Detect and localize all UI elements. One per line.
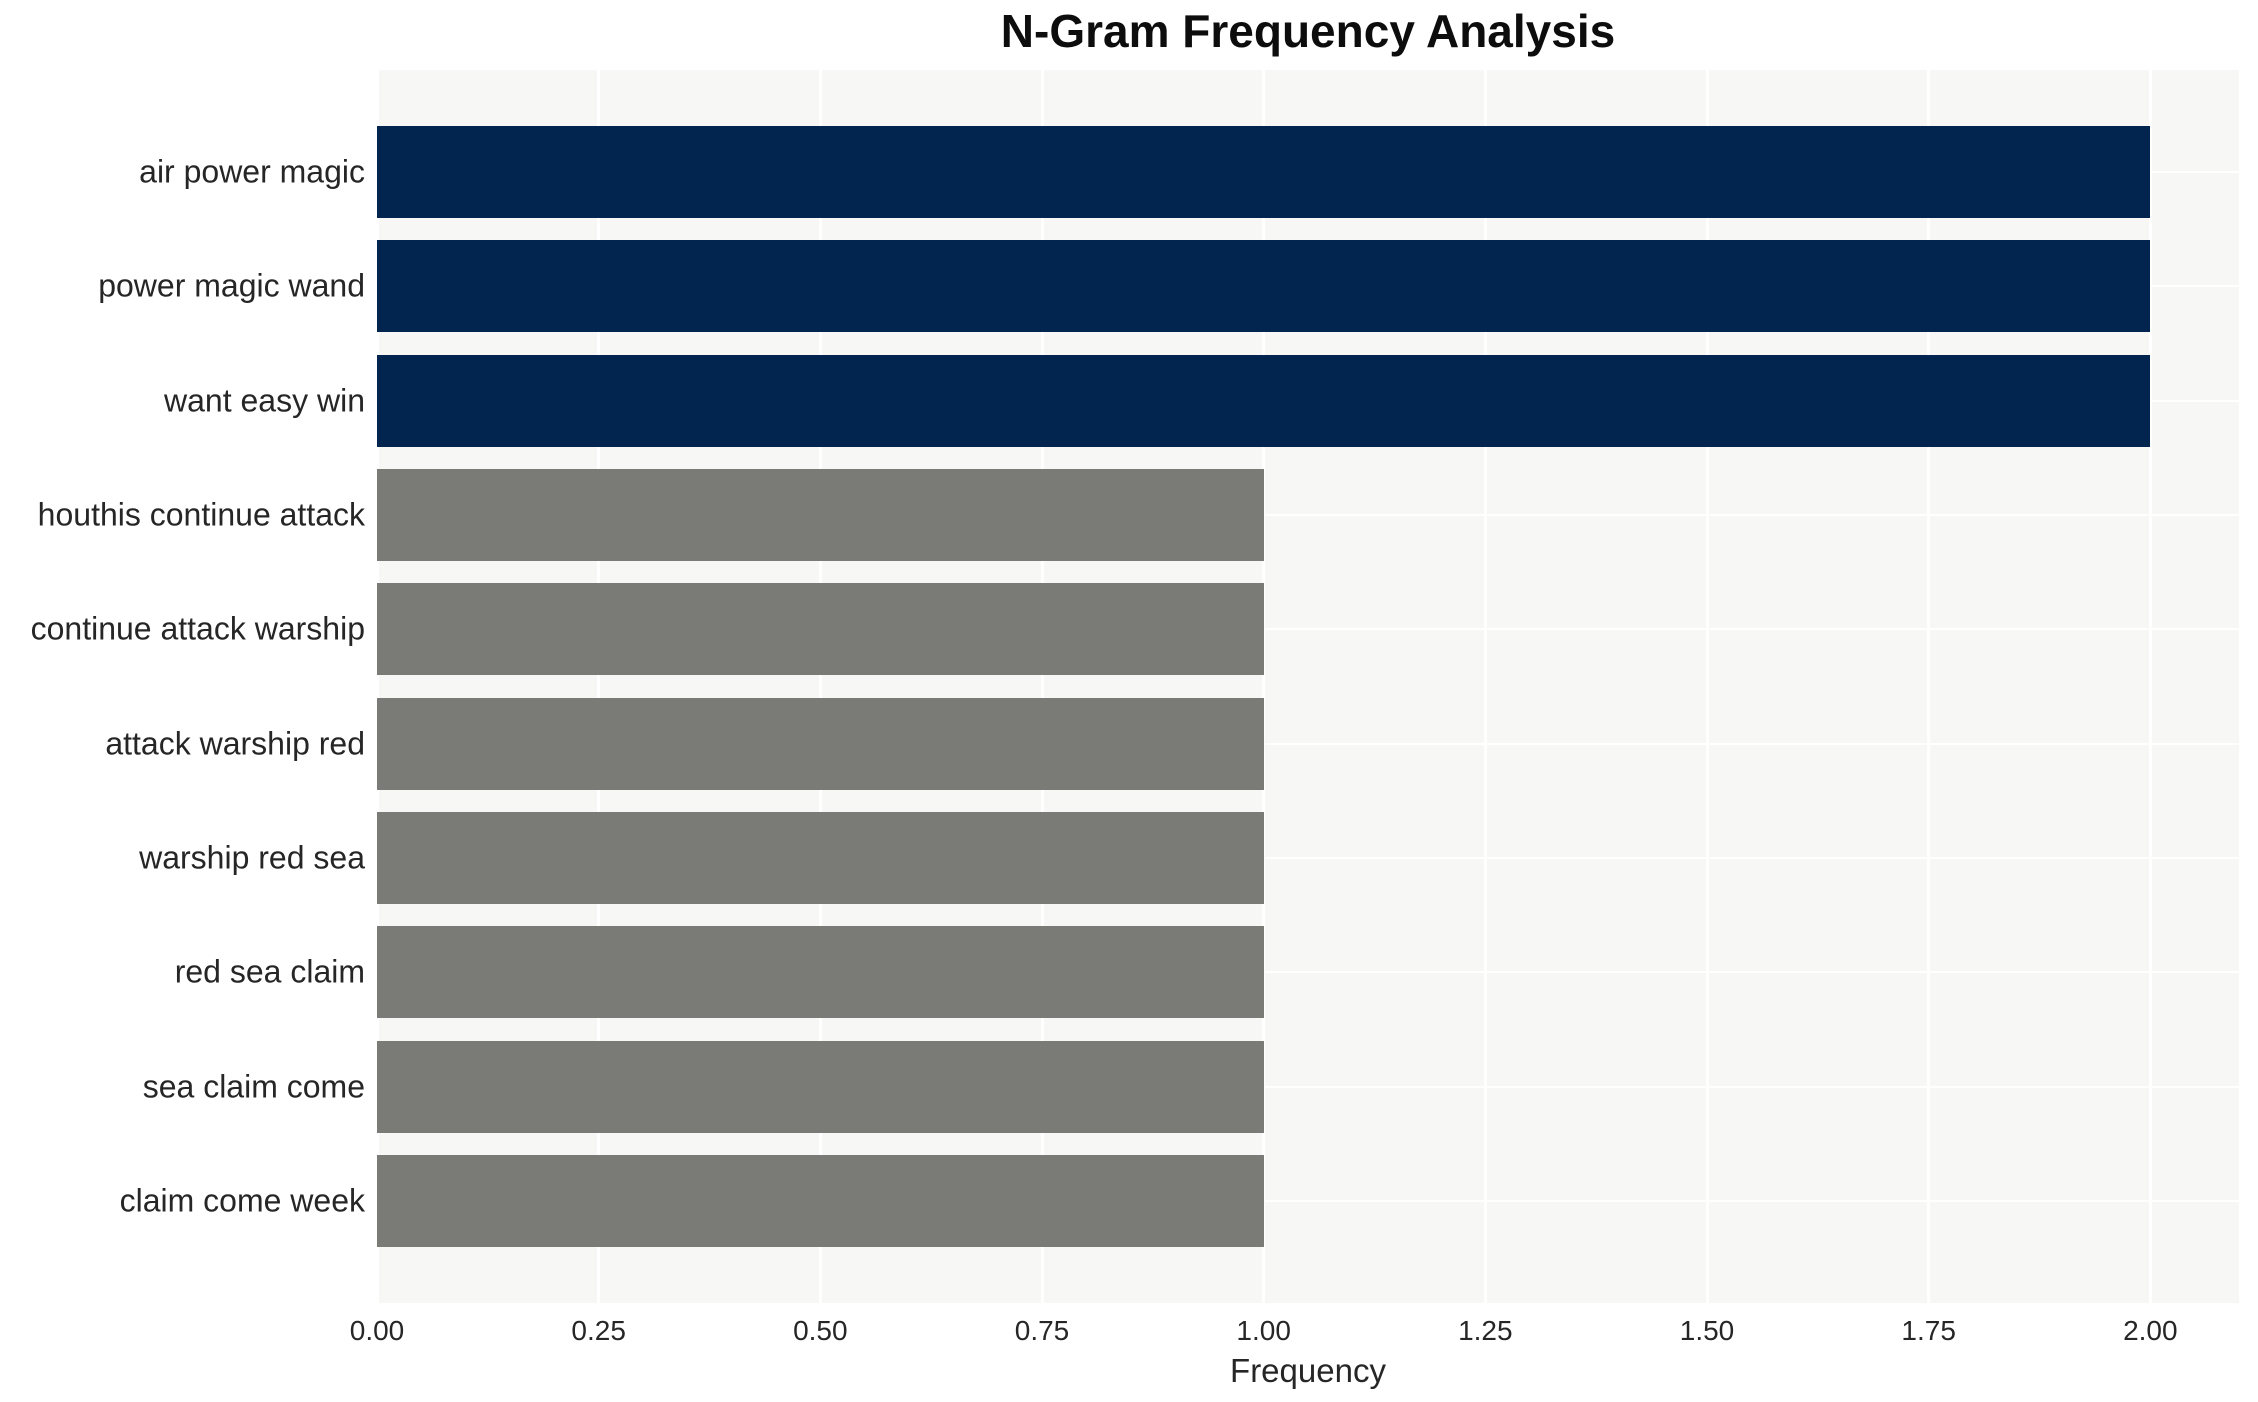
horizontal-gridline: [377, 1085, 2239, 1088]
vertical-gridline: [1927, 70, 1931, 1303]
bar: [377, 1155, 1264, 1248]
y-tick-label: houthis continue attack: [37, 496, 365, 533]
y-tick-label: sea claim come: [142, 1068, 365, 1105]
x-tick-label: 1.50: [1679, 1315, 1735, 1346]
vertical-gridline: [2148, 70, 2152, 1303]
bar: [377, 1040, 1264, 1133]
x-tick-label: 1.25: [1458, 1315, 1513, 1346]
y-tick-label: air power magic: [139, 153, 365, 190]
vertical-gridline: [1262, 70, 1266, 1303]
x-tick-label: 2.00: [2123, 1315, 2178, 1346]
vertical-gridline: [1705, 70, 1709, 1303]
horizontal-gridline: [377, 1200, 2239, 1203]
horizontal-gridline: [377, 857, 2239, 860]
x-tick-label: 1.75: [1901, 1315, 1956, 1346]
y-tick-label: want easy win: [164, 382, 365, 419]
x-tick-label: 0.50: [793, 1315, 848, 1346]
y-tick-label: warship red sea: [139, 839, 365, 876]
y-tick-label: power magic wand: [98, 267, 365, 304]
bar: [377, 125, 2151, 218]
vertical-gridline: [375, 70, 379, 1303]
x-axis-label: Frequency: [1230, 1352, 1386, 1389]
vertical-gridline: [818, 70, 822, 1303]
bar: [377, 583, 1264, 676]
horizontal-gridline: [377, 628, 2239, 631]
vertical-gridline: [597, 70, 601, 1303]
vertical-gridline: [1040, 70, 1044, 1303]
horizontal-gridline: [377, 742, 2239, 745]
horizontal-gridline: [377, 513, 2239, 516]
y-tick-label: attack warship red: [105, 725, 365, 762]
horizontal-gridline: [377, 971, 2239, 974]
bar: [377, 812, 1264, 905]
x-tick-label: 0.75: [1014, 1315, 1070, 1346]
bar: [377, 697, 1264, 790]
plot-area: [375, 70, 2239, 1303]
x-tick-label: 1.00: [1236, 1315, 1291, 1346]
y-tick-label: red sea claim: [174, 953, 365, 990]
bar: [377, 468, 1264, 561]
chart-title: N-Gram Frequency Analysis: [1000, 5, 1616, 57]
bar: [377, 354, 2151, 447]
x-tick-label: 0.00: [349, 1315, 405, 1346]
y-tick-label: continue attack warship: [30, 610, 365, 647]
x-tick-label: 0.25: [571, 1315, 626, 1346]
bar: [377, 240, 2151, 333]
vertical-gridline: [1483, 70, 1487, 1303]
y-tick-label: claim come week: [119, 1182, 365, 1219]
bar: [377, 926, 1264, 1019]
